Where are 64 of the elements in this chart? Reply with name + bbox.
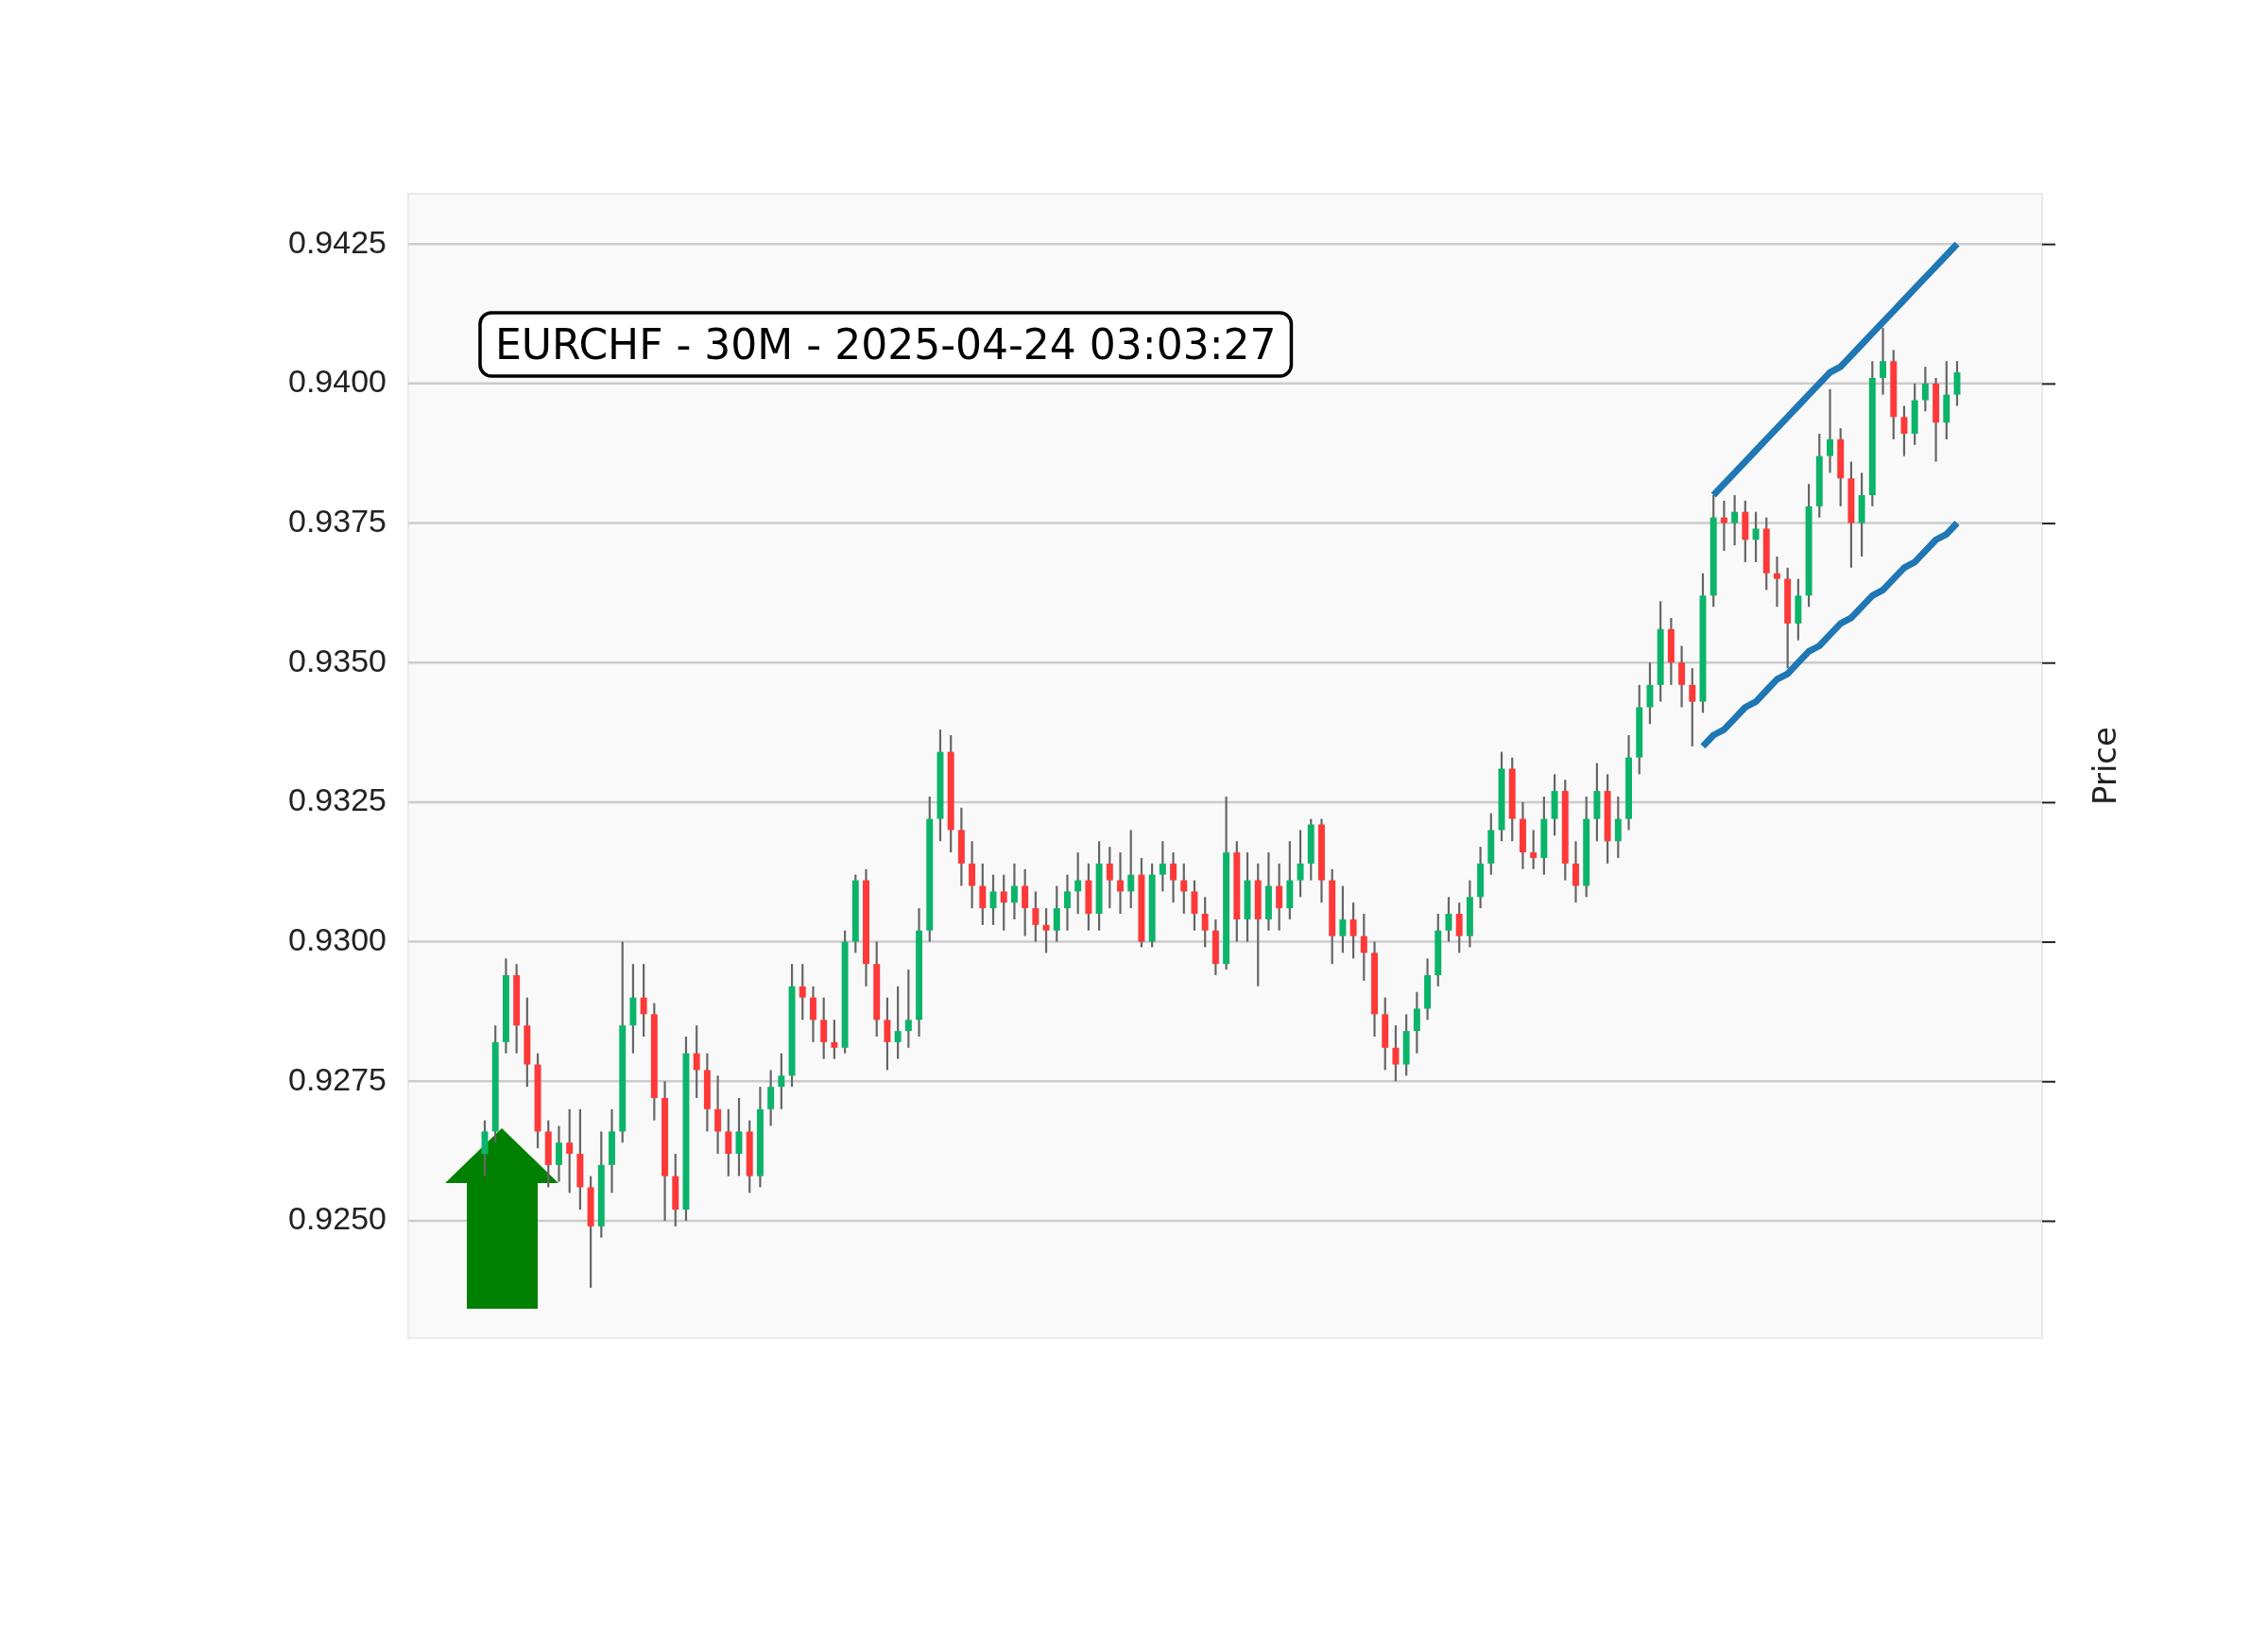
- candlestick: [1074, 850, 1082, 916]
- candlestick: [1646, 661, 1654, 726]
- y-axis-title: Price: [2086, 727, 2123, 805]
- candlestick: [1010, 862, 1018, 921]
- text: EURCHF - 30M - 2025-04-24 03:03:27: [495, 320, 1277, 369]
- candlestick: [820, 996, 828, 1060]
- candlestick: [778, 1052, 785, 1110]
- candlestick: [1159, 840, 1166, 893]
- candlestick: [1276, 862, 1283, 932]
- candlestick: [1827, 387, 1833, 474]
- candlestick: [1000, 873, 1007, 932]
- candlestick: [809, 985, 816, 1044]
- candlestick: [1572, 840, 1579, 904]
- y-tick-label: 0.9250: [288, 1200, 387, 1237]
- candlestick: [969, 840, 976, 910]
- candlestick: [1360, 912, 1367, 983]
- candlestick: [1678, 644, 1686, 709]
- candlestick: [1170, 850, 1177, 904]
- candlestick: [714, 1074, 722, 1156]
- candlestick: [1180, 862, 1188, 916]
- candlestick: [1127, 829, 1135, 910]
- candlestick: [1042, 907, 1050, 954]
- candlestick: [1106, 846, 1113, 910]
- candlestick: [1032, 890, 1040, 943]
- y-tick-label: 0.9275: [288, 1060, 387, 1097]
- candlestick: [979, 862, 987, 926]
- y-tick-label: 0.9425: [288, 223, 387, 260]
- candlestick: [725, 1107, 732, 1177]
- candlestick: [1413, 990, 1420, 1055]
- candlestick: [894, 985, 902, 1060]
- candlestick: [1201, 896, 1209, 949]
- candlestick: [555, 1124, 562, 1183]
- candlestick: [640, 963, 647, 1038]
- candlestick: [904, 969, 912, 1049]
- candlestick: [1117, 850, 1124, 916]
- candlestick: [767, 1069, 775, 1127]
- candlestick: [1530, 829, 1538, 870]
- candlestick: [1900, 404, 1908, 457]
- candlestick: [1614, 795, 1622, 860]
- candlestick: [693, 1024, 700, 1100]
- candlestick: [1339, 884, 1347, 954]
- candlestick: [1022, 867, 1029, 937]
- candlestick: [831, 1019, 838, 1060]
- candlestick: [566, 1107, 574, 1194]
- y-tick-label: 0.9375: [288, 503, 387, 540]
- candlestick: [1053, 884, 1060, 943]
- candlestick: [884, 996, 891, 1072]
- candlestick: [799, 963, 806, 1021]
- candlestick: [1731, 493, 1739, 547]
- y-tick-label: 0.9350: [288, 642, 387, 678]
- candlestick: [1064, 873, 1071, 932]
- candlestick: [1720, 499, 1727, 553]
- y-tick-label: 0.9325: [288, 781, 387, 818]
- candlestick: [1880, 326, 1887, 396]
- candlestick: [1689, 667, 1696, 747]
- candlestick: [1773, 555, 1780, 609]
- candlestick: [1349, 901, 1357, 960]
- candlestick: [1455, 901, 1463, 954]
- candlestick: [1392, 1024, 1400, 1083]
- y-tick-label: 0.9400: [288, 363, 387, 400]
- candlestick: [1921, 366, 1929, 413]
- y-tick-label: 0.9300: [288, 921, 387, 958]
- candlestick: [1752, 510, 1760, 563]
- candlestick: [1297, 829, 1304, 899]
